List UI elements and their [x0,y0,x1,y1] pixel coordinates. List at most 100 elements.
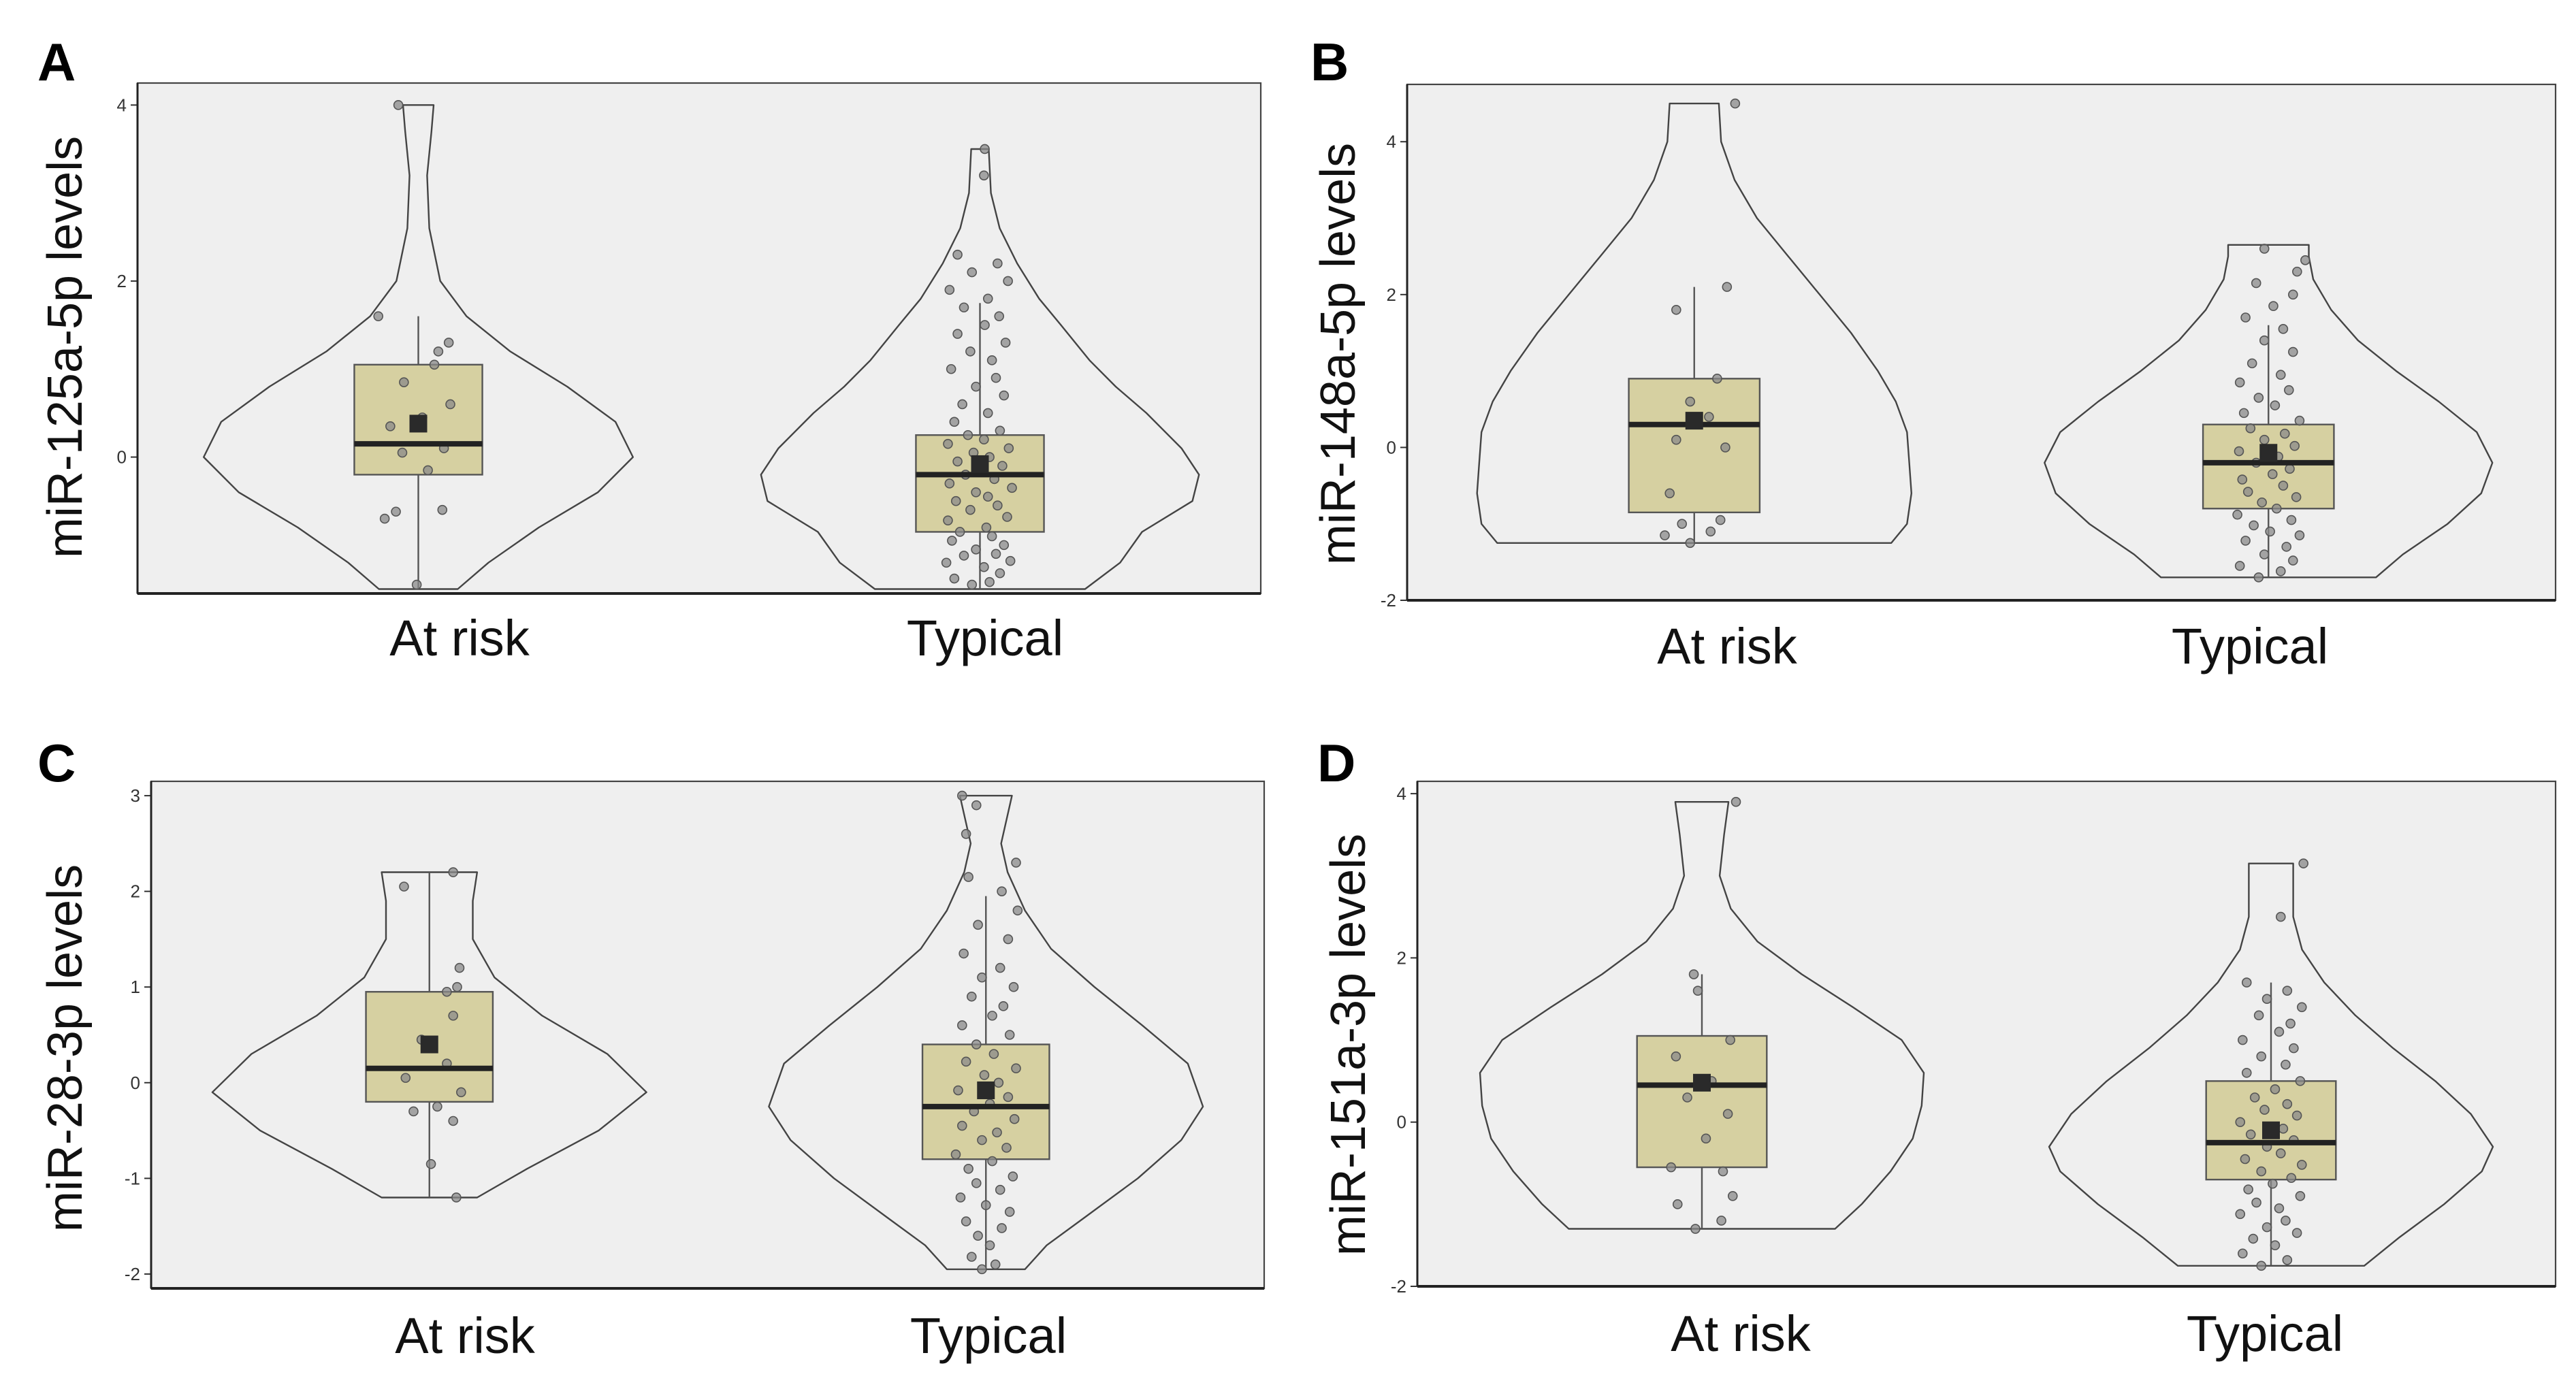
data-point [2251,278,2261,289]
data-point [1012,905,1023,916]
data-point [1000,338,1011,348]
violin-outline [1476,102,1912,544]
y-tick-label: -2 [1391,1276,1406,1297]
data-point [999,390,1010,401]
y-tick-label: 3 [131,785,140,806]
data-point [959,302,969,313]
data-point [456,1087,466,1098]
data-point [429,359,440,370]
data-point [2285,1018,2296,1029]
x-category-label-at-risk: At risk [395,1307,536,1364]
data-point [1690,1224,1701,1234]
panel-label: D [1317,733,1355,793]
y-tick-label: 4 [1397,783,1406,804]
data-point [993,258,1003,269]
data-point [1722,282,1733,292]
data-point [995,962,1005,973]
data-point [977,1135,987,1145]
violin-outline [760,148,1200,590]
data-point [2281,542,2291,552]
data-point [1007,483,1017,493]
data-point [2282,1098,2293,1109]
data-point [393,100,404,110]
data-point [986,355,997,365]
data-point [957,790,967,801]
y-tick-label: 2 [131,881,140,902]
data-point [2285,463,2295,474]
data-point [2300,255,2311,265]
data-point [971,487,981,498]
data-point [1705,526,1716,537]
data-point [2275,370,2286,380]
data-point [2261,994,2272,1005]
data-point [946,363,956,374]
data-point [2291,1228,2302,1238]
data-point [992,1127,1002,1138]
data-point [2265,526,2275,537]
data-point [963,1163,973,1174]
data-point [1712,374,1722,384]
data-point [2288,289,2298,300]
data-point [954,527,965,537]
data-point [986,531,997,542]
y-tick-label: -1 [125,1168,140,1188]
data-point [2295,1190,2306,1201]
data-point [1660,530,1670,540]
x-category-label-at-risk: At risk [389,610,530,666]
data-point [2237,474,2248,485]
data-point [980,320,990,330]
data-point [2278,324,2289,334]
data-point [397,447,408,458]
data-point [2234,377,2245,388]
data-point [442,986,452,997]
data-point [2259,549,2270,559]
box-iqr [915,434,1045,533]
data-point [2241,1068,2252,1078]
data-point [385,421,396,432]
data-point [399,377,409,387]
mean-marker [2262,1121,2280,1139]
data-point [971,1178,982,1188]
data-point [2282,1255,2293,1265]
data-point [2240,312,2251,323]
data-point [2245,1129,2256,1140]
data-point [1671,1051,1681,1062]
data-point [2257,497,2267,508]
data-point [944,284,955,295]
box-iqr [1628,378,1761,514]
data-point [1011,1063,1021,1073]
y-axis-label: miR-28-3p levels [38,864,93,1232]
data-point [984,576,995,587]
data-point [2240,536,2251,546]
data-point [2234,561,2245,571]
data-point [1008,981,1019,992]
data-point [443,338,454,348]
panel-label: B [1310,32,1349,92]
data-point [2292,266,2302,277]
data-point [1685,396,1696,407]
data-point [1001,1143,1012,1153]
data-point [2289,1043,2299,1054]
data-point [2275,1148,2286,1158]
data-point [2259,1105,2270,1115]
data-point [2286,515,2297,525]
y-axis-label: miR-125a-5p levels [38,136,93,558]
data-point [1002,512,1012,522]
data-point [437,504,448,515]
data-point [987,1011,997,1021]
data-point [993,1077,1004,1088]
data-point [2234,446,2244,457]
data-point [1671,304,1681,315]
data-point [379,513,390,524]
data-point [2270,400,2281,410]
data-point [967,579,978,590]
data-point [2256,1166,2267,1177]
plot-content: -2 0 2 4 [1391,780,2557,1297]
data-point [984,1240,995,1251]
box-iqr [1636,1035,1768,1169]
data-point [991,372,1001,383]
data-point [981,522,992,533]
data-point [952,329,963,339]
data-point [977,972,987,983]
data-point [959,948,969,959]
